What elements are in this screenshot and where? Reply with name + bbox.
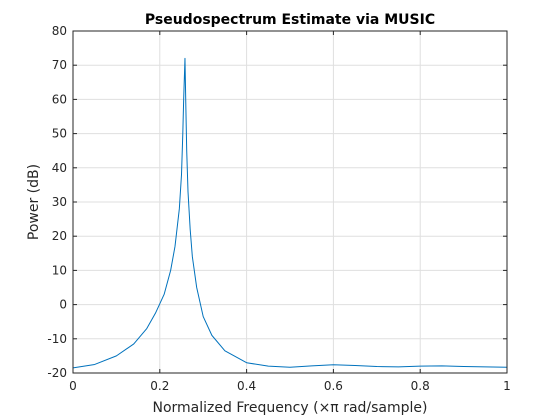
y-tick-label: 50 <box>52 127 67 141</box>
y-tick-label: 20 <box>52 229 67 243</box>
y-tick-label: 40 <box>52 161 67 175</box>
y-tick-label: 70 <box>52 58 67 72</box>
pseudospectrum-line <box>72 57 508 369</box>
grid-layer <box>72 30 508 374</box>
x-axis-label: Normalized Frequency (×π rad/sample) <box>153 400 428 416</box>
tick-layer: 0 0.2 0.4 0.6 0.8 1 -20 -10 0 10 20 30 40 50 60 70 80 <box>47 24 510 393</box>
series-layer <box>72 57 508 369</box>
y-tick-label: -20 <box>47 366 67 380</box>
x-tick-label: 0.2 <box>150 379 169 393</box>
x-tick-label: 0.4 <box>237 379 256 393</box>
y-tick-label: 0 <box>59 298 67 312</box>
y-tick-label: -10 <box>47 332 67 346</box>
x-tick-label: 0 <box>69 379 77 393</box>
x-tick-label: 0.8 <box>411 379 430 393</box>
y-axis-label: Power (dB) <box>26 164 42 240</box>
chart-title: Pseudospectrum Estimate via MUSIC <box>145 12 435 28</box>
y-tick-label: 60 <box>52 92 67 106</box>
y-tick-label: 30 <box>52 195 67 209</box>
y-tick-label: 80 <box>52 24 67 38</box>
x-tick-label: 1 <box>503 379 511 393</box>
x-tick-label: 0.6 <box>324 379 343 393</box>
y-tick-label: 10 <box>52 263 67 277</box>
